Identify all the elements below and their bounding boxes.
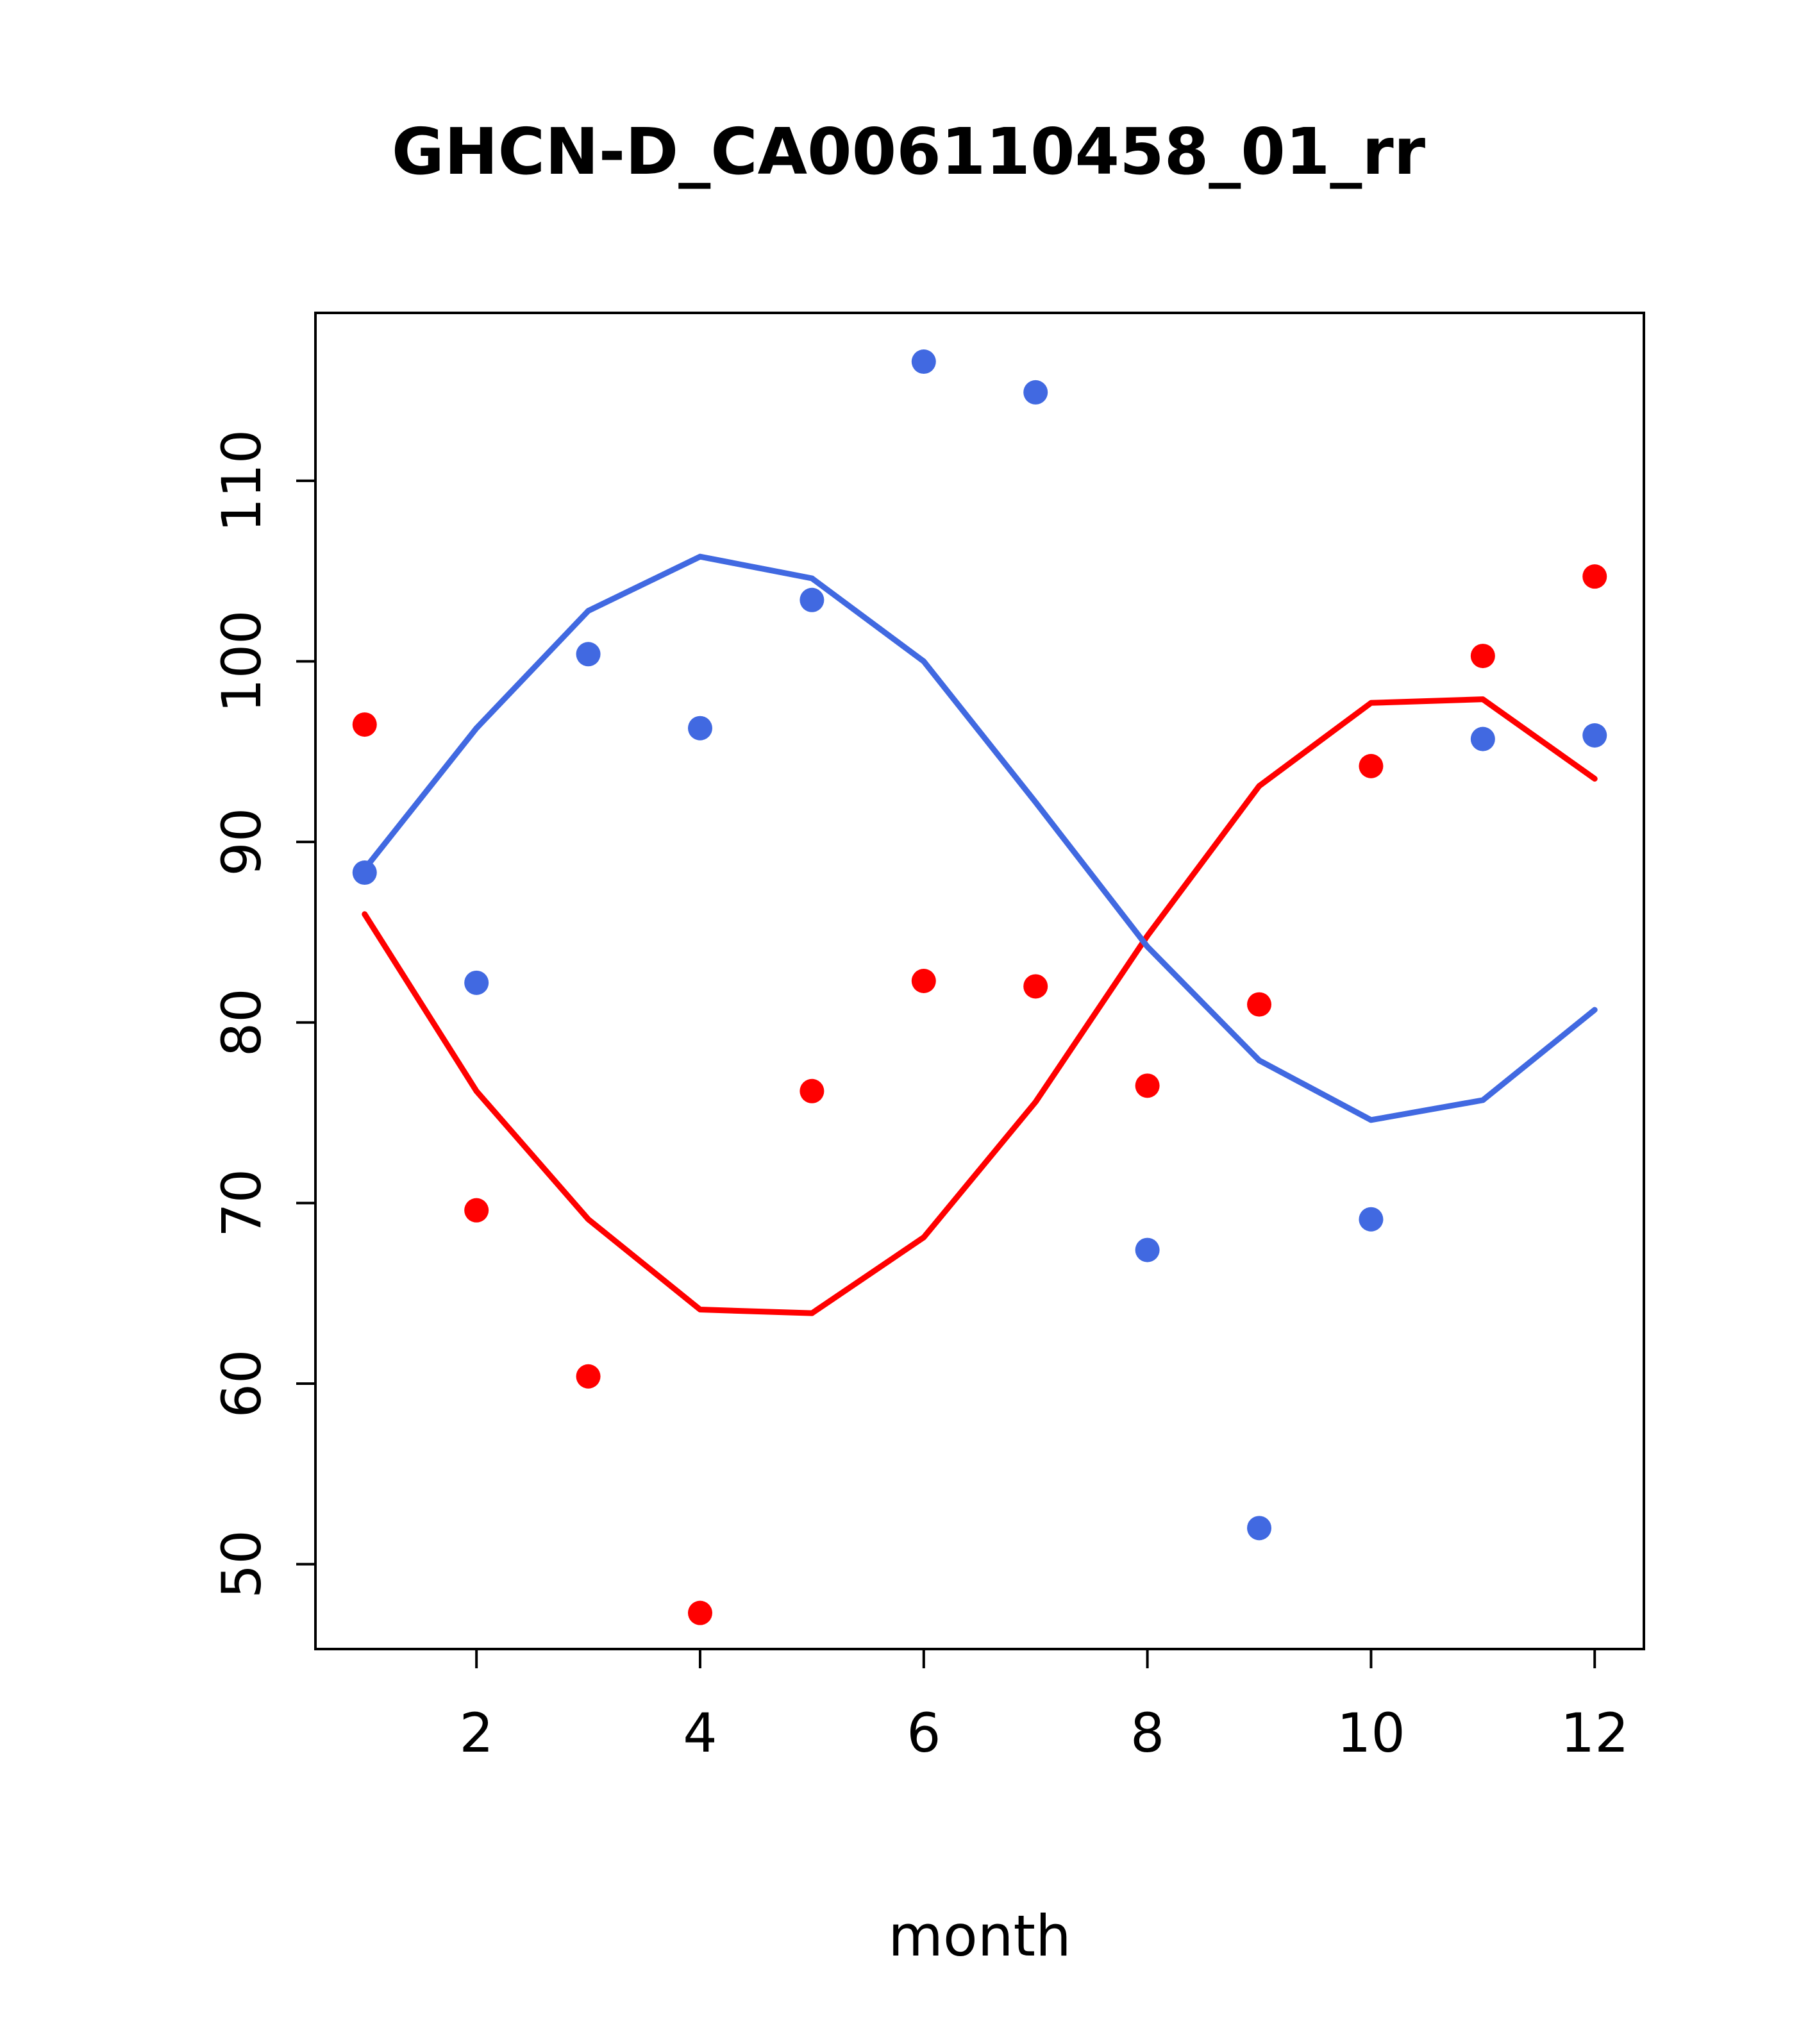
red-points-point bbox=[1582, 564, 1607, 589]
x-tick-label: 10 bbox=[1337, 1702, 1405, 1764]
y-tick-label: 80 bbox=[210, 988, 273, 1057]
blue-points-point bbox=[1470, 726, 1495, 751]
blue-points-point bbox=[1023, 380, 1048, 405]
series-blue-line bbox=[362, 553, 1598, 1123]
blue-points-point bbox=[911, 349, 936, 374]
red-points-point bbox=[687, 1600, 712, 1625]
x-tick-label: 6 bbox=[907, 1702, 941, 1764]
red-points-point bbox=[576, 1364, 601, 1389]
series-red-line bbox=[362, 696, 1598, 1316]
blue-points-point bbox=[576, 642, 601, 667]
blue-points-point bbox=[1135, 1237, 1160, 1262]
red-points-point bbox=[1359, 753, 1384, 778]
blue-points-point bbox=[352, 860, 377, 885]
y-tick-label: 90 bbox=[210, 808, 273, 876]
red-points-point bbox=[1247, 992, 1272, 1017]
chart-title: GHCN-D_CA006110458_01_rr bbox=[391, 114, 1426, 189]
red-points-point bbox=[464, 1198, 489, 1223]
blue-points-point bbox=[464, 970, 489, 995]
red-points-point bbox=[1470, 644, 1495, 669]
y-tick-label: 110 bbox=[210, 430, 273, 532]
y-tick-label: 50 bbox=[210, 1530, 273, 1598]
blue-points-point bbox=[1582, 723, 1607, 748]
y-tick-label: 60 bbox=[210, 1350, 273, 1418]
y-tick-label: 100 bbox=[210, 610, 273, 712]
blue-points-point bbox=[1359, 1207, 1384, 1232]
x-tick-label: 4 bbox=[683, 1702, 717, 1764]
plot-box bbox=[314, 312, 1645, 1650]
red-points-point bbox=[1135, 1073, 1160, 1098]
y-tick-label: 70 bbox=[210, 1169, 273, 1237]
red-points-point bbox=[911, 969, 936, 993]
x-tick-label: 12 bbox=[1561, 1702, 1629, 1764]
blue-points-point bbox=[800, 587, 825, 612]
x-axis-label: month bbox=[888, 1903, 1071, 1969]
blue-points-point bbox=[1247, 1516, 1272, 1541]
x-tick-label: 2 bbox=[459, 1702, 493, 1764]
x-tick-label: 8 bbox=[1130, 1702, 1164, 1764]
blue-points-point bbox=[687, 716, 712, 741]
red-points-point bbox=[352, 712, 377, 737]
red-points-point bbox=[1023, 974, 1048, 999]
red-points-point bbox=[800, 1078, 825, 1103]
